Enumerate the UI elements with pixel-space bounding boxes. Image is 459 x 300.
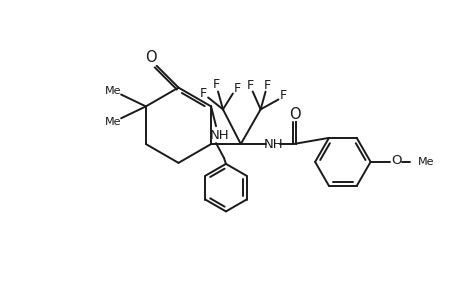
Text: O: O xyxy=(289,107,301,122)
Text: Me: Me xyxy=(105,85,121,96)
Text: F: F xyxy=(279,89,286,102)
Text: F: F xyxy=(212,78,219,91)
Text: Me: Me xyxy=(105,117,121,127)
Text: O: O xyxy=(390,154,401,167)
Text: F: F xyxy=(246,79,254,92)
Text: NH: NH xyxy=(210,129,230,142)
Text: F: F xyxy=(263,79,270,92)
Text: F: F xyxy=(233,82,240,95)
Text: NH: NH xyxy=(263,138,283,151)
Text: Me: Me xyxy=(417,157,434,167)
Text: O: O xyxy=(145,50,156,65)
Text: F: F xyxy=(199,87,206,100)
